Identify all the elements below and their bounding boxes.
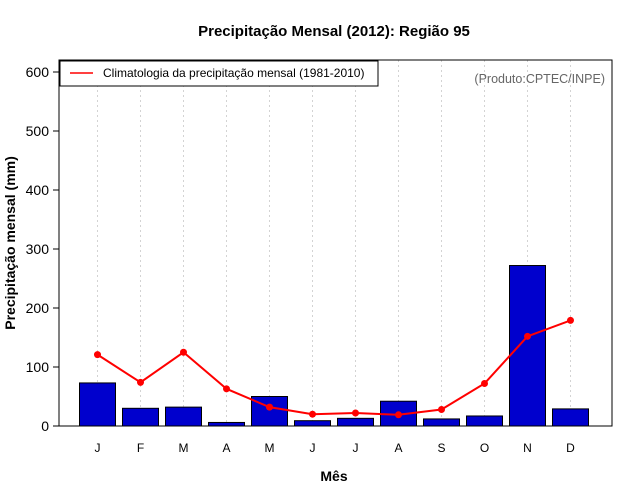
y-tick-label-300: 300 bbox=[26, 241, 50, 257]
climatology-point-11 bbox=[524, 332, 531, 340]
climatology-point-1 bbox=[94, 351, 101, 359]
bar-10 bbox=[466, 415, 503, 427]
climatology-point-9 bbox=[438, 405, 445, 413]
climatology-line-group bbox=[94, 316, 574, 419]
bar-7 bbox=[337, 417, 374, 427]
y-axis-label: Precipitação mensal (mm) bbox=[2, 156, 18, 330]
y-tick-label-200: 200 bbox=[26, 300, 50, 316]
climatology-point-4 bbox=[223, 385, 230, 393]
bar-4 bbox=[208, 421, 245, 427]
climatology-point-10 bbox=[481, 380, 488, 388]
grid-lines bbox=[97, 60, 571, 426]
bar-9 bbox=[423, 418, 460, 427]
y-tick-label-100: 100 bbox=[26, 359, 50, 375]
x-axis-label: Mês bbox=[320, 468, 347, 484]
x-tick-label-9: S bbox=[437, 441, 445, 455]
legend: Climatologia da precipitação mensal (198… bbox=[59, 60, 379, 87]
x-tick-label-6: J bbox=[310, 441, 316, 455]
climatology-point-7 bbox=[352, 409, 359, 417]
x-tick-label-3: M bbox=[179, 441, 189, 455]
x-tick-label-4: A bbox=[222, 441, 230, 455]
x-tick-label-11: N bbox=[523, 441, 532, 455]
y-tick-label-400: 400 bbox=[26, 182, 50, 198]
x-tick-label-1: J bbox=[95, 441, 101, 455]
x-tick-label-5: M bbox=[265, 441, 275, 455]
x-tick-label-10: O bbox=[480, 441, 489, 455]
climatology-point-8 bbox=[395, 411, 402, 419]
climatology-point-6 bbox=[309, 410, 316, 418]
legend-label: Climatologia da precipitação mensal (198… bbox=[103, 66, 364, 80]
y-tick-label-500: 500 bbox=[26, 123, 50, 139]
bar-2 bbox=[122, 407, 159, 427]
climatology-point-2 bbox=[137, 378, 144, 386]
bar-1 bbox=[79, 382, 116, 427]
y-axis: 0 100 200 300 400 500 600 bbox=[26, 64, 60, 434]
y-tick-label-600: 600 bbox=[26, 64, 50, 80]
source-annotation: (Produto:CPTEC/INPE) bbox=[474, 72, 605, 86]
bar-6 bbox=[294, 420, 331, 427]
y-tick-label-0: 0 bbox=[41, 418, 49, 434]
climatology-point-5 bbox=[266, 403, 273, 411]
climatology-point-12 bbox=[567, 316, 574, 324]
climatology-line bbox=[96, 319, 571, 416]
x-tick-label-2: F bbox=[137, 441, 144, 455]
x-tick-label-12: D bbox=[566, 441, 575, 455]
bar-11 bbox=[509, 265, 546, 427]
bar-5 bbox=[251, 396, 288, 427]
bar-3 bbox=[165, 406, 202, 427]
chart-title: Precipitação Mensal (2012): Região 95 bbox=[198, 23, 470, 40]
climatology-point-3 bbox=[180, 348, 187, 356]
legend-box bbox=[59, 60, 379, 87]
x-tick-label-8: A bbox=[394, 441, 402, 455]
bars-group bbox=[79, 265, 589, 427]
bar-12 bbox=[552, 408, 589, 427]
x-tick-label-7: J bbox=[353, 441, 359, 455]
